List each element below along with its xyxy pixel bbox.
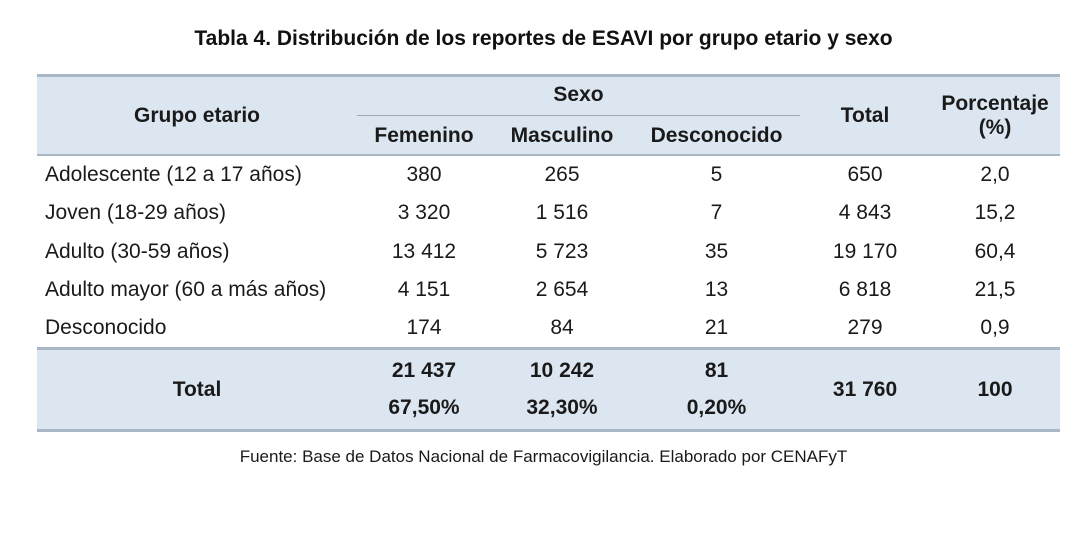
header-femenino: Femenino bbox=[357, 115, 491, 157]
cell-femenino: 380 bbox=[406, 163, 442, 187]
total-femenino-count: 21 437 bbox=[391, 358, 457, 382]
header-desconocido: Desconocido bbox=[633, 115, 801, 157]
cell-porcentaje: 0,9 bbox=[980, 315, 1010, 339]
total-grand: 31 760 bbox=[800, 346, 931, 431]
cell-masculino: 5 723 bbox=[535, 239, 589, 263]
cell-porcentaje: 60,4 bbox=[974, 239, 1016, 263]
row-label: Desconocido bbox=[45, 315, 167, 339]
cell-masculino: 265 bbox=[544, 163, 580, 187]
cell-femenino: 174 bbox=[406, 315, 442, 339]
table-row-desconocido: Desconocido 174 84 21 279 0,9 bbox=[37, 309, 1060, 349]
header-grupo-etario: Grupo etario bbox=[37, 75, 357, 157]
cell-masculino: 1 516 bbox=[535, 201, 589, 225]
total-masculino-pct: 32,30% bbox=[526, 396, 598, 420]
cell-total: 279 bbox=[847, 315, 883, 339]
cell-masculino: 2 654 bbox=[535, 277, 589, 301]
source-note: Fuente: Base de Datos Nacional de Farmac… bbox=[239, 447, 848, 467]
cell-total: 4 843 bbox=[838, 201, 892, 225]
cell-desconocido: 13 bbox=[704, 277, 729, 301]
document-page: Tabla 4. Distribución de los reportes de… bbox=[0, 27, 1087, 534]
table-row-joven: Joven (18-29 años) 3 320 1 516 7 4 843 1… bbox=[37, 194, 1060, 232]
row-label: Joven (18-29 años) bbox=[45, 201, 226, 225]
total-label: Total bbox=[37, 346, 357, 431]
header-porcentaje: Porcentaje (%) bbox=[930, 75, 1061, 157]
total-masculino-count: 10 242 bbox=[529, 358, 595, 382]
cell-desconocido: 35 bbox=[704, 239, 729, 263]
total-femenino-pct: 67,50% bbox=[388, 396, 460, 420]
header-masculino: Masculino bbox=[491, 115, 633, 157]
table-row-total: Total 21 437 67,50% 10 242 32,30% 81 bbox=[37, 346, 1061, 431]
table-row-adulto-mayor: Adulto mayor (60 a más años) 4 151 2 654… bbox=[37, 271, 1060, 309]
header-sexo: Sexo bbox=[357, 75, 801, 117]
cell-desconocido: 7 bbox=[710, 201, 723, 225]
cell-total: 6 818 bbox=[838, 277, 892, 301]
table-body: Adolescente (12 a 17 años) 380 265 5 650… bbox=[37, 155, 1061, 431]
row-label: Adulto (30-59 años) bbox=[45, 239, 230, 263]
cell-femenino: 3 320 bbox=[397, 201, 451, 225]
header-row-2: Femenino Masculino Desconocido bbox=[37, 115, 1060, 157]
cell-total: 19 170 bbox=[832, 239, 898, 263]
total-porcentaje: 100 bbox=[930, 346, 1061, 431]
table-title: Tabla 4. Distribución de los reportes de… bbox=[194, 27, 893, 50]
total-femenino: 21 437 67,50% bbox=[357, 346, 491, 431]
total-desconocido-count: 81 bbox=[704, 358, 729, 382]
esavi-distribution-table: Grupo etario Sexo Total Porcentaje (%) F… bbox=[37, 74, 1061, 433]
cell-femenino: 4 151 bbox=[397, 277, 451, 301]
row-label: Adolescente (12 a 17 años) bbox=[45, 163, 302, 187]
cell-porcentaje: 21,5 bbox=[974, 277, 1016, 301]
cell-total: 650 bbox=[847, 163, 883, 187]
row-label: Adulto mayor (60 a más años) bbox=[45, 277, 327, 301]
header-row-1: Grupo etario Sexo Total Porcentaje (%) bbox=[37, 75, 1061, 157]
total-desconocido: 81 0,20% bbox=[633, 346, 801, 431]
header-total: Total bbox=[800, 75, 931, 157]
table-row-adolescente: Adolescente (12 a 17 años) 380 265 5 650… bbox=[37, 155, 1060, 194]
table-header: Grupo etario Sexo Total Porcentaje (%) F… bbox=[37, 75, 1061, 157]
cell-porcentaje: 15,2 bbox=[974, 201, 1016, 225]
cell-femenino: 13 412 bbox=[391, 239, 457, 263]
cell-porcentaje: 2,0 bbox=[980, 163, 1010, 187]
total-masculino: 10 242 32,30% bbox=[491, 346, 633, 431]
total-desconocido-pct: 0,20% bbox=[686, 396, 747, 420]
table-row-adulto: Adulto (30-59 años) 13 412 5 723 35 19 1… bbox=[37, 233, 1060, 271]
cell-desconocido: 21 bbox=[704, 315, 729, 339]
cell-masculino: 84 bbox=[550, 315, 574, 339]
cell-desconocido: 5 bbox=[710, 163, 723, 187]
